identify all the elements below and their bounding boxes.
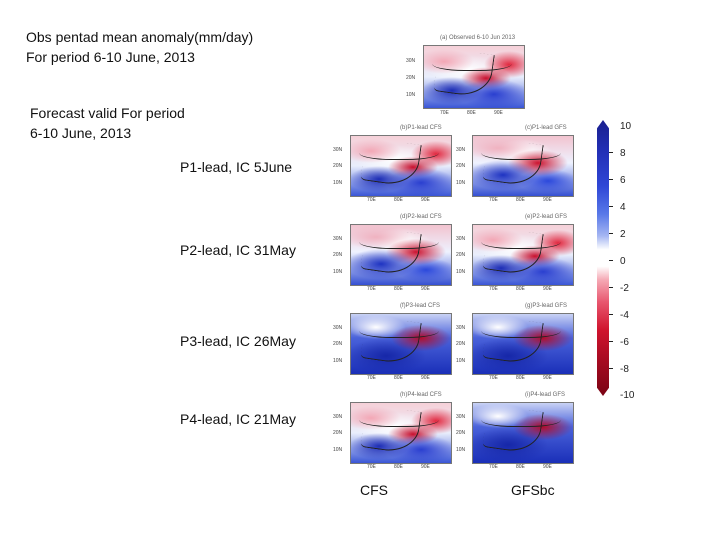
lat-tick: 30N bbox=[456, 414, 466, 420]
map-p2-gfsbc bbox=[472, 224, 574, 286]
lat-tick: 20N bbox=[456, 163, 466, 169]
lon-tick: 80E bbox=[394, 286, 403, 292]
panel-title-h: (h)P4-lead CFS bbox=[400, 392, 442, 398]
lon-tick: 80E bbox=[516, 286, 525, 292]
lon-tick: 80E bbox=[516, 197, 525, 203]
lat-tick: 20N bbox=[333, 252, 343, 258]
lat-tick: 20N bbox=[333, 341, 343, 347]
lon-tick: 90E bbox=[421, 375, 430, 381]
colorbar-label: -6 bbox=[620, 337, 629, 348]
obs-title-line1: Obs pentad mean anomaly(mm/day) bbox=[26, 29, 254, 45]
obs-lat-tick: 10N bbox=[406, 92, 416, 98]
map-p4-gfsbc bbox=[472, 402, 574, 464]
lon-tick: 80E bbox=[394, 464, 403, 470]
obs-map bbox=[423, 45, 525, 109]
colorbar-label: -4 bbox=[620, 310, 629, 321]
panel-title-d: (d)P2-lead CFS bbox=[400, 214, 442, 220]
panel-title-f: (f)P3-lead CFS bbox=[400, 303, 441, 309]
lon-tick: 70E bbox=[489, 286, 498, 292]
lat-tick: 30N bbox=[456, 325, 466, 331]
colorbar-label: 4 bbox=[620, 202, 626, 213]
lon-tick: 80E bbox=[394, 375, 403, 381]
colorbar-label: 0 bbox=[620, 256, 626, 267]
lat-tick: 20N bbox=[456, 341, 466, 347]
colorbar-label: 2 bbox=[620, 229, 626, 240]
lat-tick: 30N bbox=[333, 414, 343, 420]
obs-lon-tick: 80E bbox=[467, 110, 476, 116]
panel-title-i: (i)P4-lead GFS bbox=[525, 392, 566, 398]
lon-tick: 90E bbox=[543, 375, 552, 381]
lat-tick: 20N bbox=[333, 430, 343, 436]
forecast-title-line2: 6-10 June, 2013 bbox=[30, 125, 132, 141]
panel-title-e: (e)P2-lead GFS bbox=[525, 214, 568, 220]
colorbar-label: 8 bbox=[620, 148, 626, 159]
map-p3-gfsbc bbox=[472, 313, 574, 375]
obs-lat-tick: 20N bbox=[406, 75, 416, 81]
colorbar-label: -8 bbox=[620, 364, 629, 375]
panel-title-c: (c)P1-lead GFS bbox=[525, 125, 567, 131]
map-p3-cfs bbox=[350, 313, 452, 375]
lat-tick: 30N bbox=[333, 236, 343, 242]
lon-tick: 80E bbox=[394, 197, 403, 203]
lat-tick: 10N bbox=[456, 358, 466, 364]
lat-tick: 10N bbox=[456, 269, 466, 275]
row-label-p2: P2-lead, IC 31May bbox=[180, 242, 296, 258]
lat-tick: 10N bbox=[333, 180, 343, 186]
lon-tick: 70E bbox=[367, 375, 376, 381]
lon-tick: 90E bbox=[421, 197, 430, 203]
lat-tick: 10N bbox=[456, 447, 466, 453]
panel-title-g: (g)P3-lead GFS bbox=[525, 303, 568, 309]
lon-tick: 90E bbox=[543, 197, 552, 203]
lat-tick: 10N bbox=[333, 269, 343, 275]
lat-tick: 20N bbox=[456, 252, 466, 258]
colorbar-label: -2 bbox=[620, 283, 629, 294]
map-p4-cfs bbox=[350, 402, 452, 464]
obs-lat-tick: 30N bbox=[406, 58, 416, 64]
colorbar-label: 10 bbox=[620, 121, 632, 132]
lon-tick: 90E bbox=[421, 464, 430, 470]
map-p2-cfs bbox=[350, 224, 452, 286]
lon-tick: 80E bbox=[516, 464, 525, 470]
lat-tick: 10N bbox=[333, 447, 343, 453]
lon-tick: 80E bbox=[516, 375, 525, 381]
obs-lon-tick: 70E bbox=[440, 110, 449, 116]
lat-tick: 10N bbox=[333, 358, 343, 364]
lon-tick: 90E bbox=[543, 286, 552, 292]
lat-tick: 30N bbox=[333, 147, 343, 153]
row-label-p1: P1-lead, IC 5June bbox=[180, 159, 293, 175]
lon-tick: 70E bbox=[367, 286, 376, 292]
lat-tick: 10N bbox=[456, 180, 466, 186]
row-label-p4: P4-lead, IC 21May bbox=[180, 411, 296, 427]
lon-tick: 70E bbox=[489, 464, 498, 470]
colorbar-label: 6 bbox=[620, 175, 626, 186]
row-label-p3: P3-lead, IC 26May bbox=[180, 333, 296, 349]
lat-tick: 30N bbox=[456, 147, 466, 153]
lon-tick: 90E bbox=[421, 286, 430, 292]
column-label-gfsbc: GFSbc bbox=[511, 482, 555, 498]
lon-tick: 70E bbox=[489, 375, 498, 381]
obs-title-line2: For period 6-10 June, 2013 bbox=[26, 49, 195, 65]
lon-tick: 70E bbox=[489, 197, 498, 203]
lat-tick: 20N bbox=[333, 163, 343, 169]
lat-tick: 30N bbox=[333, 325, 343, 331]
obs-lon-tick: 90E bbox=[494, 110, 503, 116]
lon-tick: 90E bbox=[543, 464, 552, 470]
colorbar-label: -10 bbox=[620, 390, 635, 401]
lat-tick: 20N bbox=[456, 430, 466, 436]
forecast-title-line1: Forecast valid For period bbox=[30, 105, 185, 121]
panel-title-b: (b)P1-lead CFS bbox=[400, 125, 442, 131]
lon-tick: 70E bbox=[367, 197, 376, 203]
map-p1-gfsbc bbox=[472, 135, 574, 197]
lat-tick: 30N bbox=[456, 236, 466, 242]
lon-tick: 70E bbox=[367, 464, 376, 470]
colorbar bbox=[597, 120, 609, 396]
obs-panel-title: (a) Observed 6-10 Jun 2013 bbox=[440, 35, 516, 41]
column-label-cfs: CFS bbox=[360, 482, 388, 498]
map-p1-cfs bbox=[350, 135, 452, 197]
